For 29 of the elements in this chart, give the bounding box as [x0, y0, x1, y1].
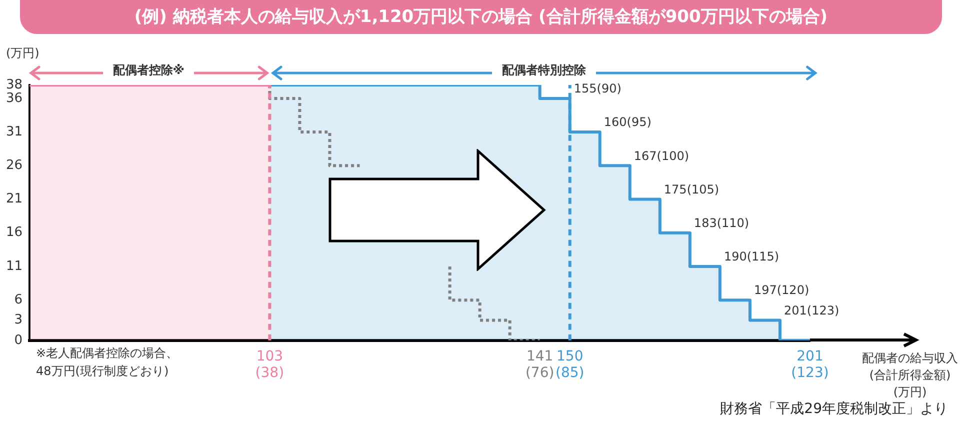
annotation: 167(100) — [634, 148, 690, 163]
y-tick-label: 11 — [6, 258, 23, 274]
x-tick-label: 201 (123) — [791, 348, 829, 382]
annotation: 183(110) — [694, 216, 750, 230]
y-tick-label: 38 — [6, 77, 23, 92]
y-tick-label: 36 — [6, 90, 23, 106]
annotation: 197(120) — [754, 283, 810, 298]
x-tick-label: 150 (85) — [555, 348, 584, 382]
x-axis-title: 配偶者の給与収入 (合計所得金額) (万円) — [861, 350, 959, 402]
text: 配偶者控除※ — [102, 63, 194, 77]
text: 財務省「平成29年度税制改正」より — [720, 400, 948, 418]
y-tick-label: 21 — [6, 192, 23, 207]
y-tick-label: 16 — [6, 225, 23, 240]
annotation: 190(115) — [724, 250, 780, 264]
y-tick-label: 6 — [14, 292, 23, 308]
y-axis-title: (万円) — [6, 45, 40, 62]
y-tick-label: 3 — [14, 312, 23, 328]
y-tick-label: 0 — [14, 332, 23, 348]
chart-title: (例) 納税者本人の給与収入が1,120万円以下の場合 (合計所得金額が900万円以下の場合) — [20, 0, 942, 34]
annotation: 155(90) — [574, 82, 622, 96]
x-tick-label: 141 (76) — [525, 348, 554, 382]
text: ※老人配偶者控除の場合、 48万円(現行制度どおり) — [36, 345, 178, 380]
annotation: 201(123) — [784, 303, 840, 318]
text: 配偶者特別控除 — [492, 63, 596, 77]
y-tick-label: 26 — [6, 158, 23, 174]
annotation: 160(95) — [604, 115, 652, 130]
x-tick-label: 103 (38) — [255, 348, 284, 382]
y-tick-label: 31 — [6, 124, 23, 140]
annotation: 175(105) — [664, 182, 720, 196]
